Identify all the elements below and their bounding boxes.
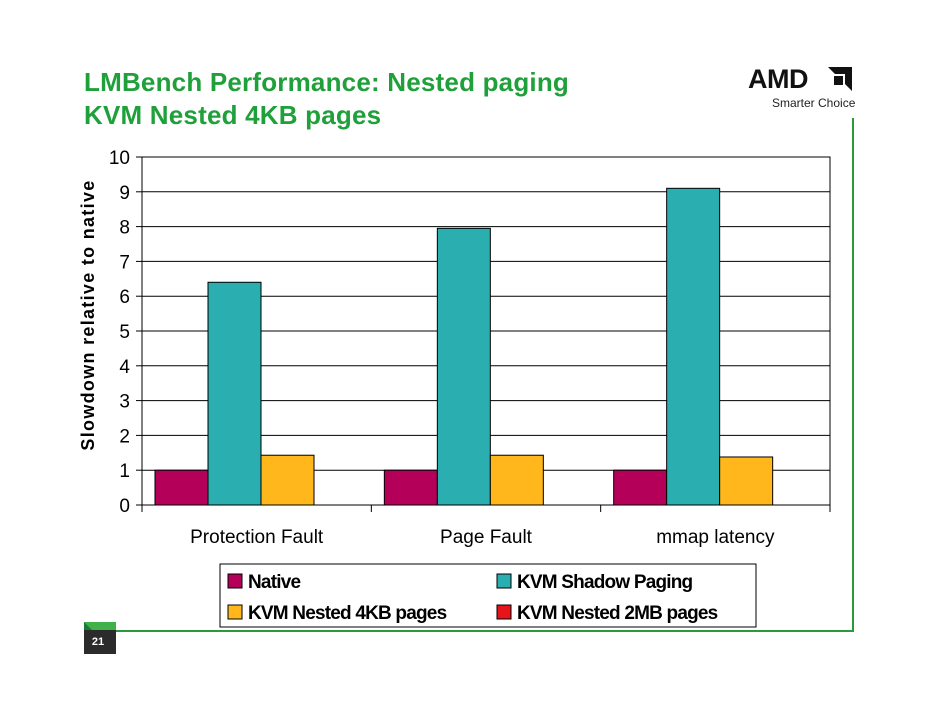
frame-border-bottom: [84, 630, 854, 632]
y-tick-label: 6: [119, 287, 130, 308]
logo-tagline: Smarter Choice: [772, 96, 856, 110]
bar: [260, 454, 315, 506]
y-tick-label: 0: [119, 496, 130, 517]
y-tick-label: 2: [119, 426, 130, 447]
chart-axes: 0 1 2 3 4 5 6 7 8 9 10 Protection Fault Page Fault mm…: [78, 148, 831, 548]
legend-swatch: [496, 573, 512, 589]
bar: [207, 281, 262, 506]
bar: [383, 469, 438, 506]
y-tick-label: 10: [109, 148, 130, 169]
chart-legend: Native KVM Shadow Paging KVM Nested 4KB pa…: [219, 563, 757, 628]
x-tick-label: Protection Fault: [190, 527, 324, 548]
bar: [154, 469, 209, 506]
y-tick-label: 8: [119, 218, 130, 239]
y-tick-label: 9: [119, 183, 130, 204]
bar: [436, 227, 491, 506]
bar: [719, 456, 774, 506]
legend-label: Native: [248, 572, 300, 593]
slide-title-line-1: LMBench Performance: Nested paging: [84, 67, 569, 97]
y-axis-label: Slowdown relative to native: [78, 179, 98, 450]
page-badge-shape: [84, 622, 116, 654]
slide-title: LMBench Performance: Nested paging KVM N…: [84, 66, 569, 132]
chart-bars: [154, 187, 774, 506]
legend-label: KVM Shadow Paging: [517, 572, 693, 593]
amd-arrow-icon: [828, 67, 852, 91]
legend-swatch: [496, 604, 512, 620]
y-tick-label: 3: [119, 392, 130, 413]
legend-swatch: [227, 604, 243, 620]
frame-border-right: [852, 118, 854, 630]
y-tick-label: 1: [119, 461, 130, 482]
y-tick-label: 7: [119, 252, 130, 273]
legend-label: KVM Nested 2MB pages: [517, 603, 718, 624]
bar: [613, 469, 668, 506]
amd-logo: AMD Smarter Choice: [748, 64, 858, 114]
x-tick-label: mmap latency: [656, 527, 775, 548]
legend-label: KVM Nested 4KB pages: [248, 603, 447, 624]
logo-brand: AMD: [748, 64, 809, 94]
slide-title-line-2: KVM Nested 4KB pages: [84, 100, 382, 130]
bar: [666, 187, 721, 506]
y-tick-label: 4: [119, 357, 130, 378]
legend-swatch: [227, 573, 243, 589]
x-tick-label: Page Fault: [440, 527, 533, 548]
page-number-badge: 21: [84, 622, 116, 654]
legend-box: [219, 563, 757, 628]
page-number: 21: [91, 636, 105, 648]
bar: [489, 454, 544, 506]
y-tick-label: 5: [119, 322, 130, 343]
